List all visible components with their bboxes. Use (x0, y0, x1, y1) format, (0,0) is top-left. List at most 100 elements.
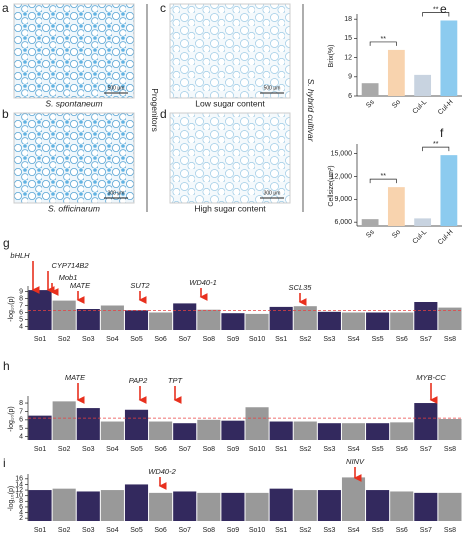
chromosome-signal (124, 310, 149, 330)
y-tick-label: 9 (348, 74, 352, 81)
significance-label: ** (433, 6, 439, 13)
chromosome-label: Ss6 (396, 336, 408, 343)
gene-annotation: PAP2 (129, 376, 148, 385)
bar (387, 49, 405, 96)
chromosome-signal (149, 421, 173, 440)
chromosome-label: So10 (249, 336, 265, 343)
chromosome-label: So10 (249, 527, 265, 534)
y-tick-label: 6 (19, 417, 23, 424)
chromosome-label: So5 (130, 527, 143, 534)
group-label: S. hybrid cultivar (306, 79, 316, 143)
chromosome-signal (341, 312, 366, 330)
chromosome-label: So1 (34, 336, 47, 343)
significance-bracket (422, 12, 450, 17)
chromosome-signal (28, 490, 52, 521)
y-axis-label: -log₁₀(p) (8, 486, 15, 512)
panel-letter: d (160, 107, 167, 121)
chromosome-signal (28, 415, 52, 440)
bar (440, 155, 458, 226)
chromosome-signal (221, 420, 245, 440)
x-tick-label: So (391, 229, 402, 240)
chromosome-label: So3 (82, 527, 95, 534)
chromosome-signal (76, 491, 100, 521)
bar (361, 219, 379, 226)
chromosome-signal (245, 492, 269, 521)
chromosome-signal (341, 477, 366, 521)
scale-bar-label: 500 μm (108, 85, 125, 91)
chromosome-signal (76, 309, 100, 330)
significance-bracket (422, 146, 450, 152)
bar (414, 74, 432, 96)
chromosome-signal (100, 421, 124, 440)
chromosome-signal (438, 419, 462, 440)
chromosome-label: So3 (82, 446, 95, 453)
y-tick-label: 7 (19, 302, 23, 309)
micrograph-image (13, 112, 135, 204)
chromosome-label: So4 (106, 527, 119, 534)
x-tick-label: Ss (365, 228, 376, 239)
chromosome-signal (221, 313, 245, 330)
y-tick-label: 5 (19, 425, 23, 432)
y-tick-label: 4 (19, 323, 23, 330)
gene-annotation: MATE (65, 373, 86, 382)
x-tick-label: Cul-L (412, 99, 429, 116)
chromosome-signal (366, 312, 390, 330)
y-tick-label: 12 (344, 54, 352, 61)
chromosome-label: So5 (130, 446, 143, 453)
chromosome-label: So10 (249, 446, 265, 453)
micrograph-caption: S. officinarum (48, 203, 100, 213)
significance-label: ** (433, 141, 439, 148)
panel-letter: c (160, 1, 166, 15)
y-tick-label: 6 (19, 504, 23, 511)
chromosome-label: So2 (58, 336, 71, 343)
chromosome-signal (269, 488, 293, 521)
chromosome-label: So6 (154, 527, 167, 534)
panel-letter: i (3, 456, 6, 470)
bar (387, 187, 405, 226)
y-axis-label: Cellsize(um²) (328, 165, 335, 206)
y-tick-label: 16 (15, 476, 23, 483)
chromosome-label: Ss7 (420, 527, 432, 534)
chromosome-label: Ss1 (275, 336, 287, 343)
chromosome-signal (100, 490, 124, 521)
chromosome-label: So1 (34, 446, 47, 453)
x-tick-label: So (391, 99, 402, 110)
chromosome-label: So6 (154, 446, 167, 453)
y-tick-label: 18 (344, 16, 352, 23)
chromosome-label: Ss8 (444, 446, 456, 453)
chromosome-signal (197, 492, 221, 521)
micrograph-caption: Low sugar content (195, 98, 265, 108)
chromosome-label: Ss3 (323, 446, 335, 453)
chromosome-label: So8 (203, 446, 216, 453)
chromosome-signal (52, 488, 76, 521)
chromosome-signal (100, 305, 124, 330)
y-tick-label: 9,000 (334, 196, 352, 203)
scale-bar-label: 300 μm (108, 190, 125, 196)
chromosome-label: So3 (82, 336, 95, 343)
gene-annotation: TPT (168, 376, 184, 385)
chromosome-signal (414, 302, 438, 330)
chromosome-signal (341, 423, 366, 440)
chromosome-signal (245, 407, 269, 440)
y-tick-label: 8 (19, 498, 23, 505)
x-tick-label: Cul-L (412, 229, 429, 246)
chromosome-signal (173, 303, 197, 330)
chromosome-signal (52, 300, 76, 330)
chromosome-label: Ss1 (275, 446, 287, 453)
chromosome-signal (76, 408, 100, 440)
panel-letter: h (3, 359, 10, 373)
chromosome-label: Ss4 (347, 527, 359, 534)
chromosome-signal (438, 492, 462, 521)
chromosome-label: Ss3 (323, 336, 335, 343)
chromosome-label: Ss2 (299, 527, 311, 534)
chromosome-signal (366, 490, 390, 521)
y-tick-label: 2 (19, 515, 23, 522)
y-tick-label: 14 (15, 481, 23, 488)
chromosome-label: Ss2 (299, 336, 311, 343)
chromosome-signal (366, 423, 390, 440)
chromosome-label: Ss5 (372, 336, 384, 343)
x-tick-label: Cul-H (437, 99, 455, 117)
chromosome-label: So9 (227, 527, 240, 534)
x-tick-label: Cul-H (437, 229, 455, 247)
